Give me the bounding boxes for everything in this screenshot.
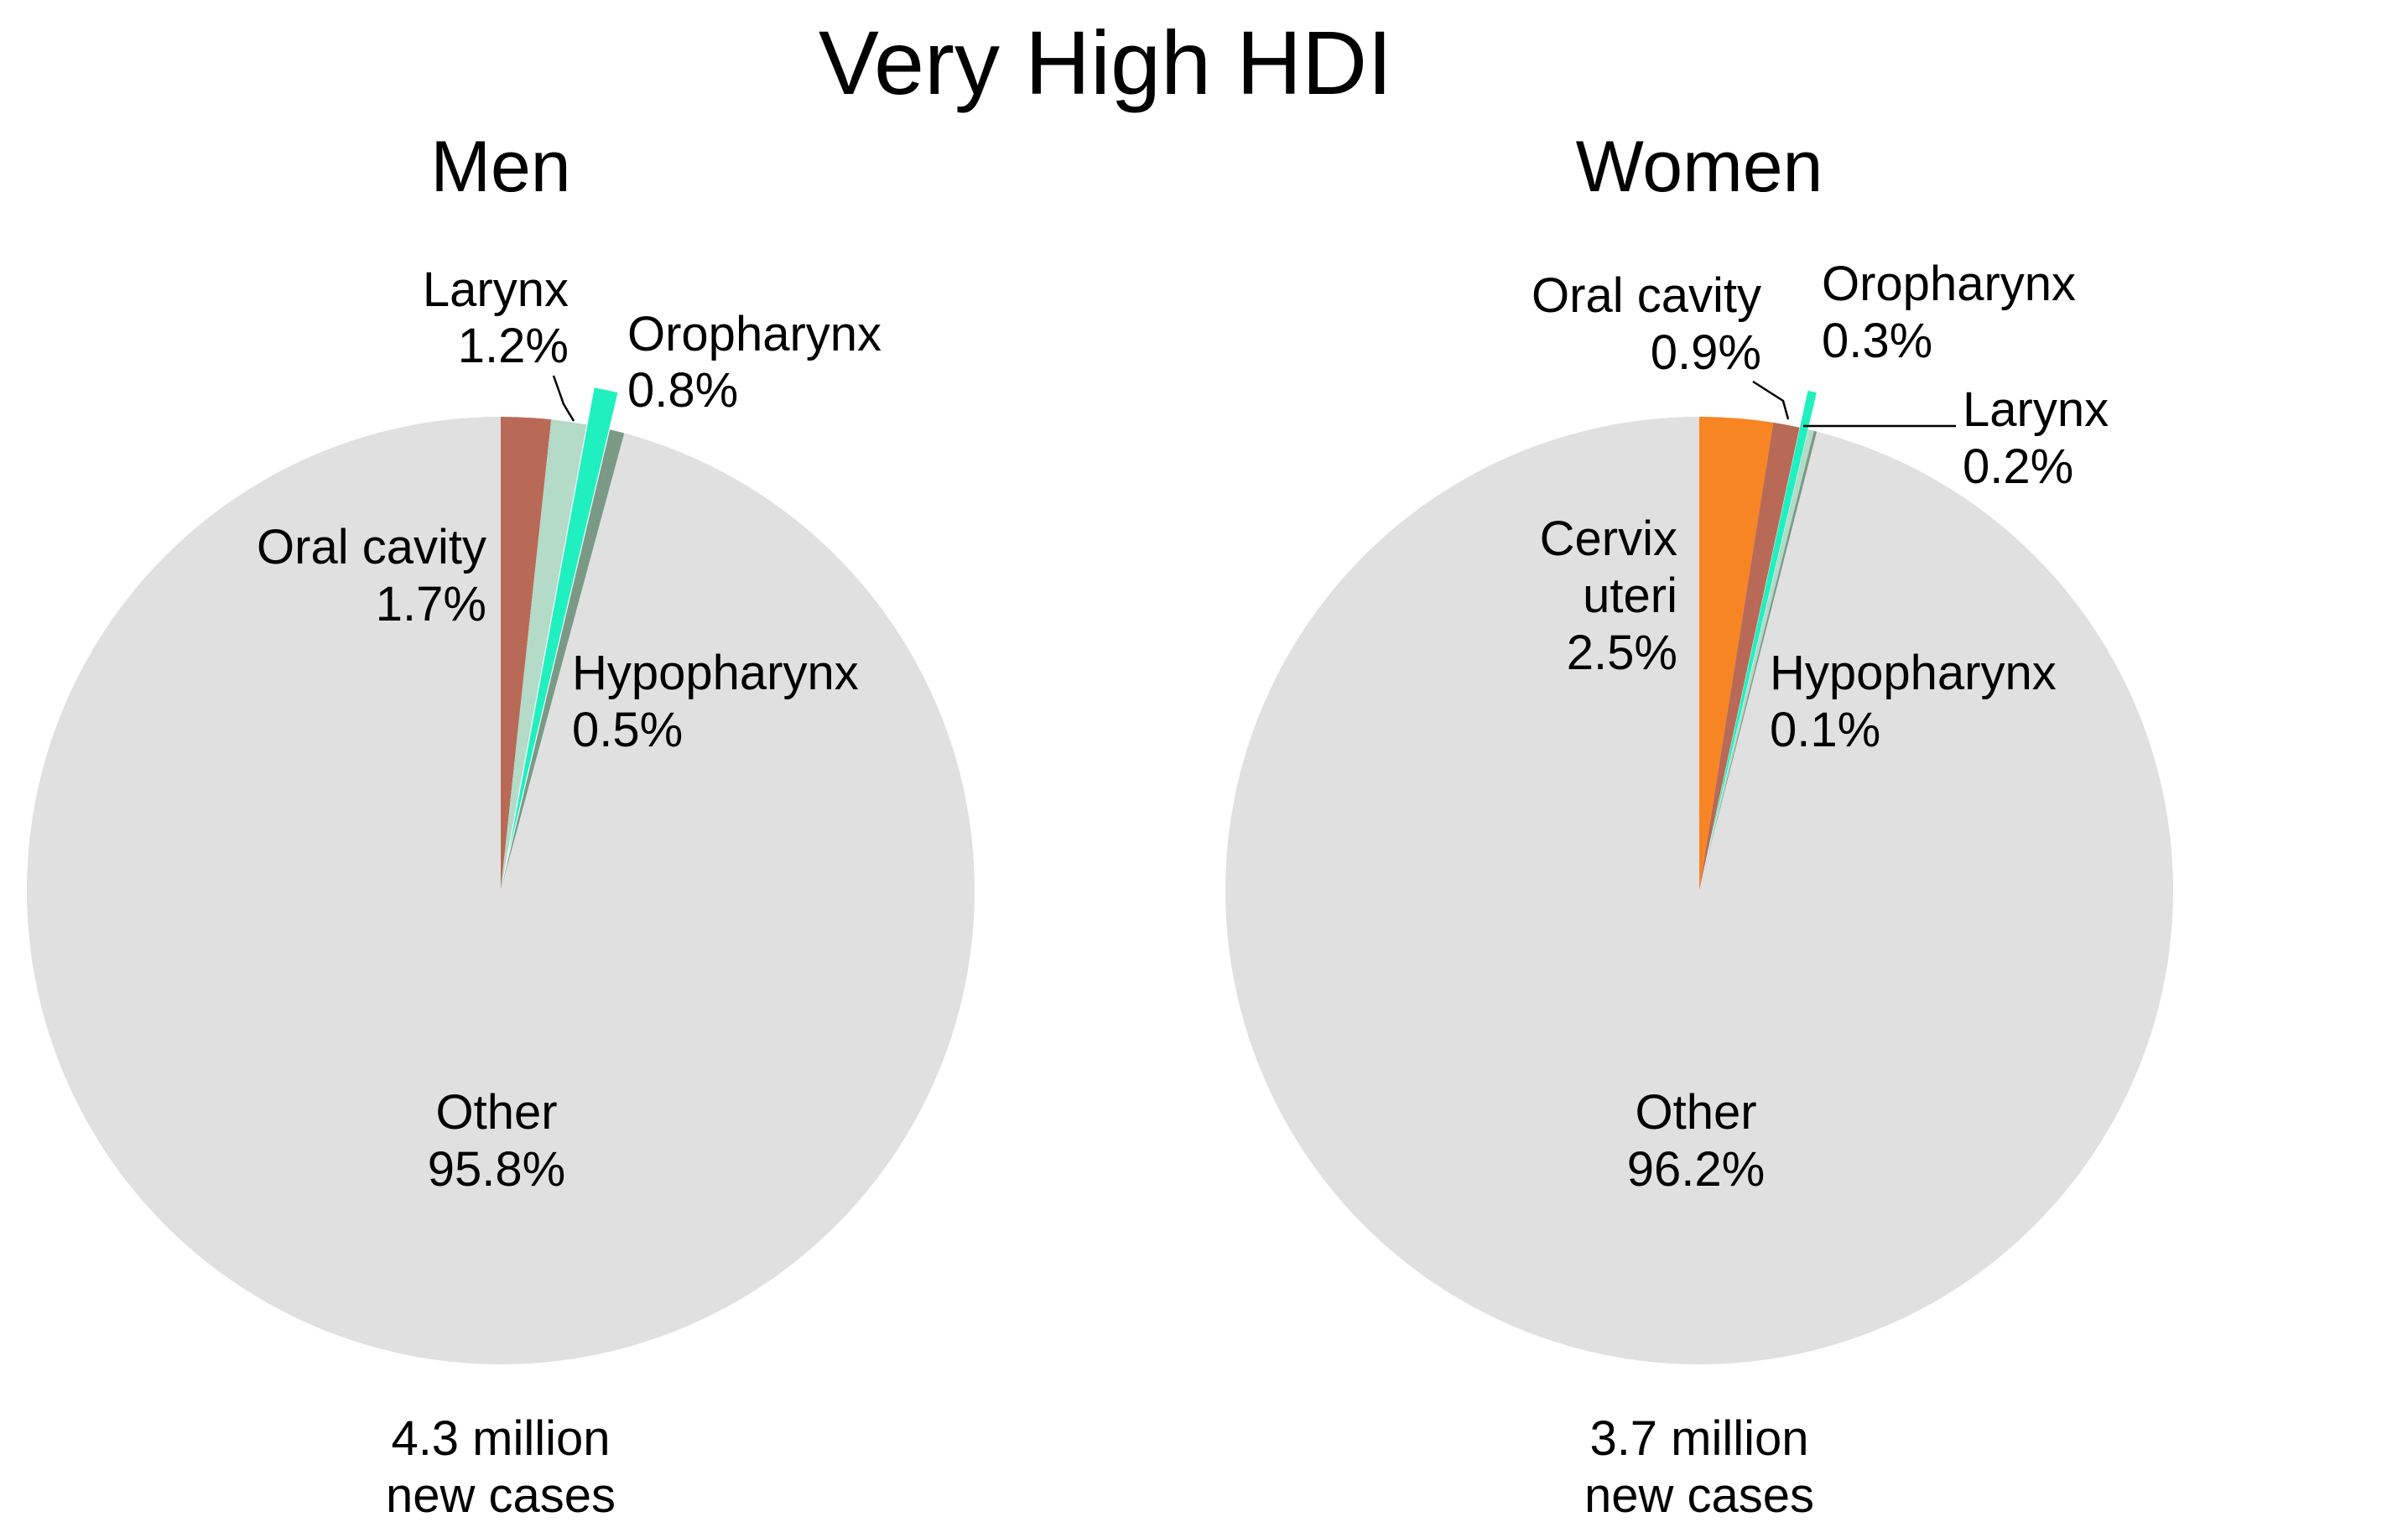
women-cervix-name-1: Cervix (1540, 512, 1677, 566)
men-cases-line1: 4.3 million (391, 1411, 610, 1466)
women-slice-hypo (1699, 430, 1818, 891)
women-pie-title: Women (1576, 127, 1823, 207)
men-label-larynx: Larynx 1.2% (423, 262, 575, 422)
women-slice-oral (1699, 422, 1800, 891)
women-cases-line2: new cases (1584, 1468, 1814, 1522)
women-slice-oro (1707, 390, 1817, 855)
women-oral-name: Oral cavity (1532, 268, 1761, 323)
women-larynx-pct: 0.2% (1963, 439, 2073, 494)
women-slices (1225, 390, 2173, 1364)
women-label-cervix-uteri: Cervix uteri 2.5% (1540, 512, 1677, 680)
men-label-hypopharynx: Hypopharynx 0.5% (572, 646, 859, 757)
women-slice-other (1225, 417, 2173, 1364)
women-pie: Women Cervix uteri 2.5% Oral cavity 0.9%… (1225, 127, 2173, 1522)
figure-title: Very High HDI (819, 12, 1392, 113)
women-label-larynx: Larynx 0.2% (1803, 382, 2109, 494)
men-label-other: Other 95.8% (428, 1085, 565, 1197)
women-cervix-pct: 2.5% (1567, 626, 1677, 680)
women-label-other: Other 96.2% (1627, 1085, 1765, 1197)
men-slice-other (26, 417, 975, 1364)
women-slice-cervix (1699, 417, 1774, 891)
women-oro-pct: 0.3% (1822, 314, 1932, 368)
men-slice-hypo (501, 429, 625, 891)
men-slices (26, 387, 975, 1364)
women-oral-leader (1752, 380, 1790, 420)
men-hypo-name: Hypopharynx (572, 646, 859, 700)
women-slice-larynx (1699, 429, 1814, 891)
men-pie-title: Men (430, 127, 570, 207)
men-slice-oral (501, 417, 552, 891)
men-oro-name: Oropharynx (627, 307, 882, 361)
men-larynx-name: Larynx (423, 262, 569, 317)
women-oral-pct: 0.9% (1651, 325, 1761, 380)
men-larynx-leader (552, 375, 575, 422)
women-hypo-pct: 0.1% (1770, 703, 1880, 757)
men-oral-pct: 1.7% (376, 577, 486, 631)
women-other-pct: 96.2% (1627, 1142, 1765, 1197)
women-cases-caption: 3.7 million new cases (1584, 1411, 1814, 1522)
women-oro-name: Oropharynx (1822, 257, 2076, 311)
men-other-pct: 95.8% (428, 1142, 565, 1197)
women-label-oropharynx: Oropharynx 0.3% (1822, 257, 2076, 368)
men-hypo-pct: 0.5% (572, 703, 683, 757)
men-cases-caption: 4.3 million new cases (386, 1411, 616, 1522)
men-slice-larynx (501, 419, 587, 891)
men-oro-pct: 0.8% (627, 363, 738, 418)
men-oral-name: Oral cavity (257, 520, 486, 574)
women-hypo-name: Hypopharynx (1770, 646, 2057, 700)
women-cervix-name-2: uteri (1583, 569, 1677, 623)
men-label-oral-cavity: Oral cavity 1.7% (257, 520, 486, 631)
men-pie: Men Oral cavity 1.7% Larynx 1.2% Orophar… (26, 127, 975, 1522)
women-larynx-name: Larynx (1963, 382, 2109, 437)
women-other-name: Other (1635, 1085, 1756, 1140)
men-label-oropharynx: Oropharynx 0.8% (627, 307, 882, 418)
women-label-oral-cavity: Oral cavity 0.9% (1532, 268, 1790, 420)
men-other-name: Other (435, 1085, 557, 1140)
men-larynx-pct: 1.2% (458, 319, 569, 373)
women-label-hypopharynx: Hypopharynx 0.1% (1770, 646, 2057, 757)
women-cases-line1: 3.7 million (1589, 1411, 1808, 1466)
men-slice-oro (508, 387, 618, 854)
men-cases-line2: new cases (386, 1468, 616, 1522)
